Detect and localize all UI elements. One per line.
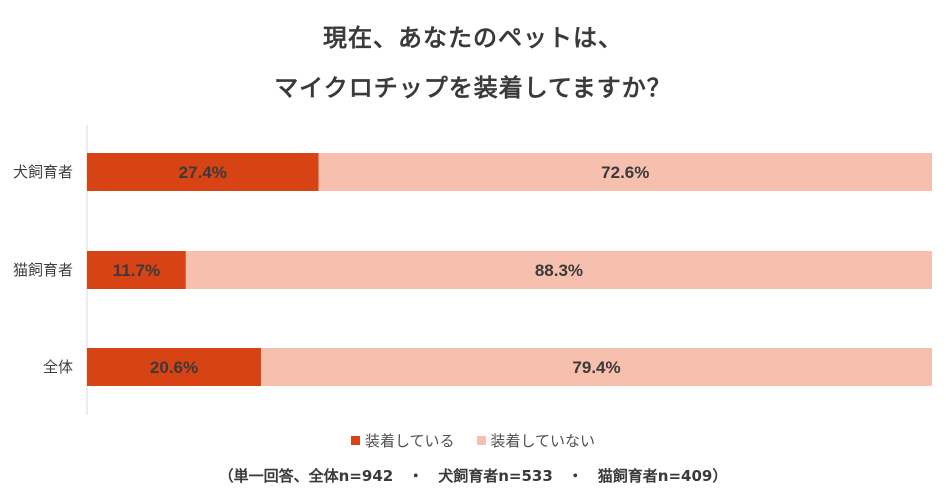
data-label: 11.7%: [113, 261, 160, 280]
data-label: 72.6%: [601, 163, 649, 182]
category-label: 全体: [43, 358, 73, 376]
bar-segment-not-attached: [261, 348, 932, 386]
data-label: 27.4%: [179, 163, 227, 182]
bar-segment-not-attached: [185, 251, 933, 289]
legend-label-not-attached: 装着していない: [490, 432, 596, 450]
sample-size-note: （単一回答、全体n=942 ・ 犬飼育者n=533 ・ 猫飼育者n=409）: [218, 467, 728, 485]
legend: 装着している 装着していない: [0, 430, 946, 451]
bar-segment-not-attached: [318, 153, 932, 191]
stacked-bar-chart: 犬飼育者 27.4% 72.6% 猫飼育者 11.7% 88.3% 全体 20.6% 79.4%: [13, 125, 933, 415]
legend-swatch-attached: [350, 436, 360, 445]
chart-title-line-1: 現在、あなたのペットは、: [323, 24, 623, 52]
legend-item-not-attached: 装着していない: [476, 430, 596, 451]
legend-label-attached: 装着している: [364, 432, 455, 450]
category-label: 猫飼育者: [13, 261, 73, 279]
data-label: 20.6%: [150, 358, 198, 377]
bar-segment-attached: [87, 153, 319, 191]
bar-segment-attached: [87, 348, 262, 386]
bar-segment-attached: [87, 251, 186, 289]
data-label: 88.3%: [535, 261, 583, 280]
legend-item-attached: 装着している: [350, 430, 455, 451]
chart-title-line-2: マイクロチップを装着してますか？: [274, 74, 672, 102]
data-label: 79.4%: [572, 358, 620, 377]
category-label: 犬飼育者: [13, 163, 73, 181]
legend-swatch-not-attached: [476, 436, 486, 445]
